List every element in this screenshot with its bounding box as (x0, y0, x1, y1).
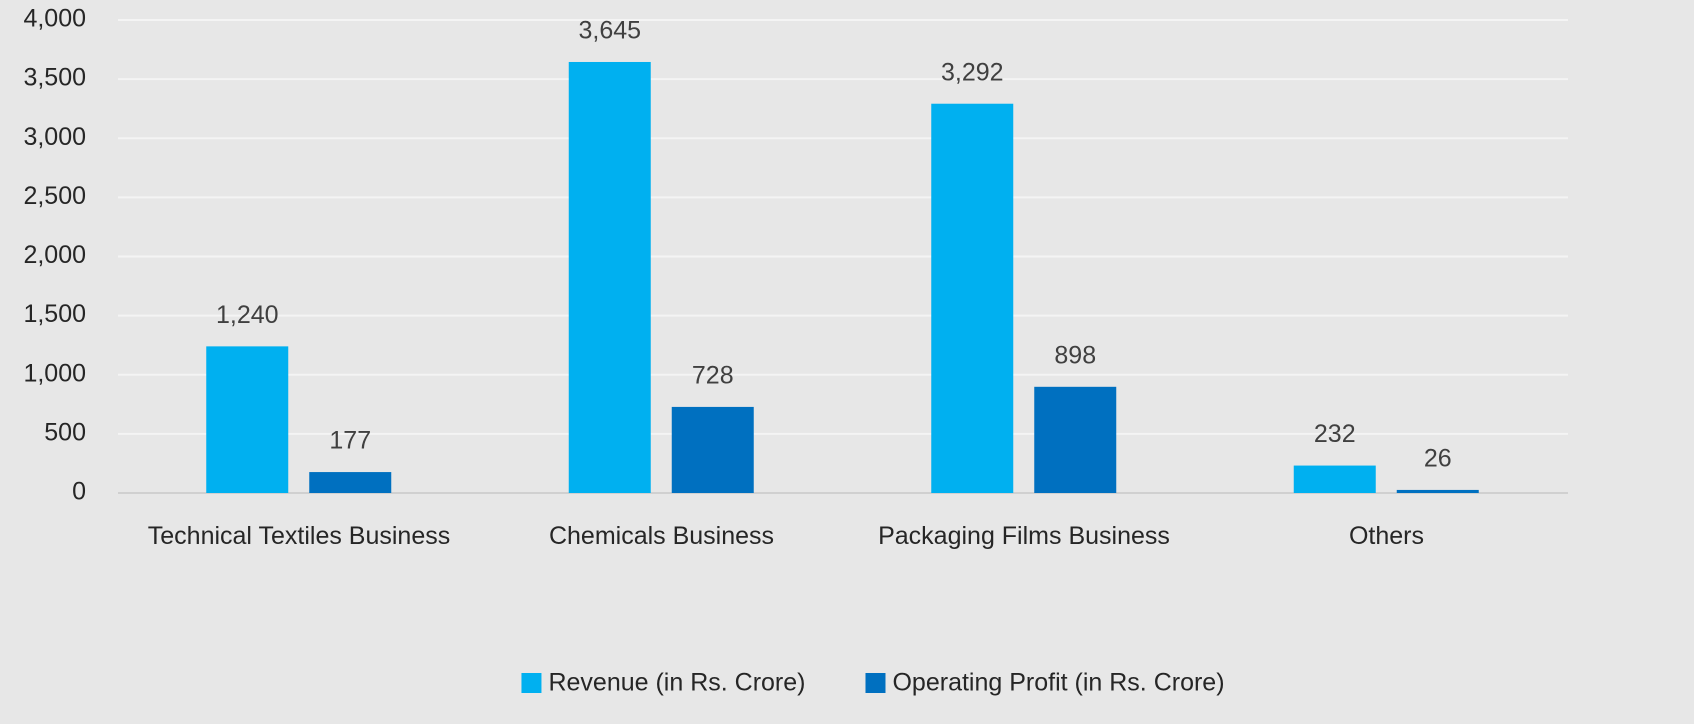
x-tick-label: Chemicals Business (548, 522, 775, 550)
x-tick-label: Packaging Films Business (878, 522, 1170, 550)
y-tick-label: 3,000 (23, 123, 86, 151)
data-label: 26 (1424, 445, 1452, 473)
legend-swatch (521, 673, 542, 693)
y-tick-label: 0 (72, 478, 86, 506)
bar (568, 61, 651, 493)
legend-label: Operating Profit (in Rs. Crore) (892, 669, 1224, 697)
x-tick-label: Others (1348, 522, 1425, 550)
y-tick-label: 2,500 (23, 182, 86, 210)
bar (1293, 465, 1376, 493)
y-tick-label: 2,000 (23, 241, 86, 269)
legend-swatch (865, 673, 886, 693)
bar (309, 472, 392, 493)
data-label: 3,292 (941, 58, 1004, 86)
data-label: 177 (329, 427, 371, 455)
bar (1034, 386, 1117, 493)
legend-label: Revenue (in Rs. Crore) (548, 669, 805, 697)
bar (206, 346, 289, 493)
y-tick-label: 500 (44, 418, 86, 446)
data-label: 1,240 (216, 301, 279, 329)
y-tick-label: 1,000 (23, 359, 86, 387)
data-label: 232 (1314, 420, 1356, 448)
data-label: 728 (692, 362, 734, 390)
data-label: 898 (1054, 341, 1096, 369)
bar (671, 406, 754, 493)
y-tick-label: 1,500 (23, 300, 86, 328)
data-label: 3,645 (578, 17, 641, 45)
bar (931, 103, 1014, 493)
x-tick-label: Technical Textiles Business (147, 522, 451, 550)
bar (1396, 489, 1479, 493)
y-tick-label: 4,000 (23, 5, 86, 33)
y-tick-label: 3,500 (23, 64, 86, 92)
